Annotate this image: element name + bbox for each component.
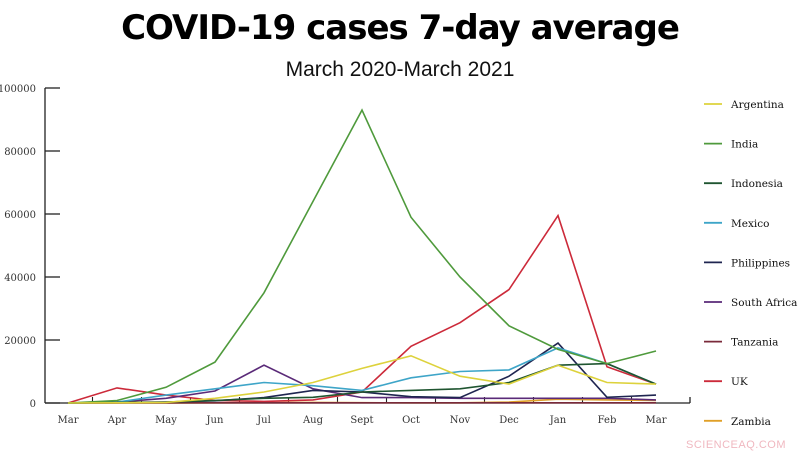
series-line-mexico — [67, 347, 657, 404]
y-tick-label: 80000 — [4, 147, 36, 158]
x-tick-label: Feb — [598, 415, 617, 426]
x-tick-label: Jun — [206, 415, 224, 426]
legend-label: Indonesia — [731, 178, 783, 190]
y-tick-label: 100000 — [0, 84, 36, 95]
x-tick-label: Jul — [256, 415, 271, 426]
chart-subtitle: March 2020-March 2021 — [285, 58, 515, 81]
legend-label: Tanzania — [731, 337, 778, 349]
x-tick-label: Oct — [402, 415, 420, 426]
x-tick-label: Sept — [350, 415, 373, 426]
x-tick-label: Nov — [450, 415, 471, 426]
series-line-india — [67, 108, 657, 404]
y-tick-label: 0 — [30, 399, 36, 410]
legend-label: India — [731, 139, 758, 151]
series-line-uk — [67, 213, 657, 404]
legend-label: Philippines — [731, 257, 790, 269]
x-tick-label: Mar — [646, 415, 667, 426]
x-tick-label: Mar — [58, 415, 79, 426]
legend-label: Zambia — [731, 416, 771, 428]
legend-label: Mexico — [731, 218, 769, 230]
x-tick-label: May — [155, 415, 177, 426]
watermark: SCIENCEAQ.COM — [685, 439, 786, 451]
x-tick-label: Aug — [302, 415, 324, 426]
legend-label: Argentina — [730, 99, 784, 111]
y-tick-label: 60000 — [4, 210, 36, 221]
x-tick-label: Jan — [549, 415, 567, 426]
series-line-south-africa — [67, 364, 657, 404]
y-tick-label: 20000 — [4, 336, 36, 347]
x-tick-label: Dec — [499, 415, 519, 426]
chart-title: COVID-19 cases 7-day average — [121, 8, 680, 48]
series-line-argentina — [67, 354, 657, 404]
x-tick-label: Apr — [107, 415, 127, 426]
legend-label: UK — [731, 376, 748, 388]
y-tick-label: 40000 — [4, 273, 36, 284]
legend-label: South Africa — [731, 297, 797, 309]
